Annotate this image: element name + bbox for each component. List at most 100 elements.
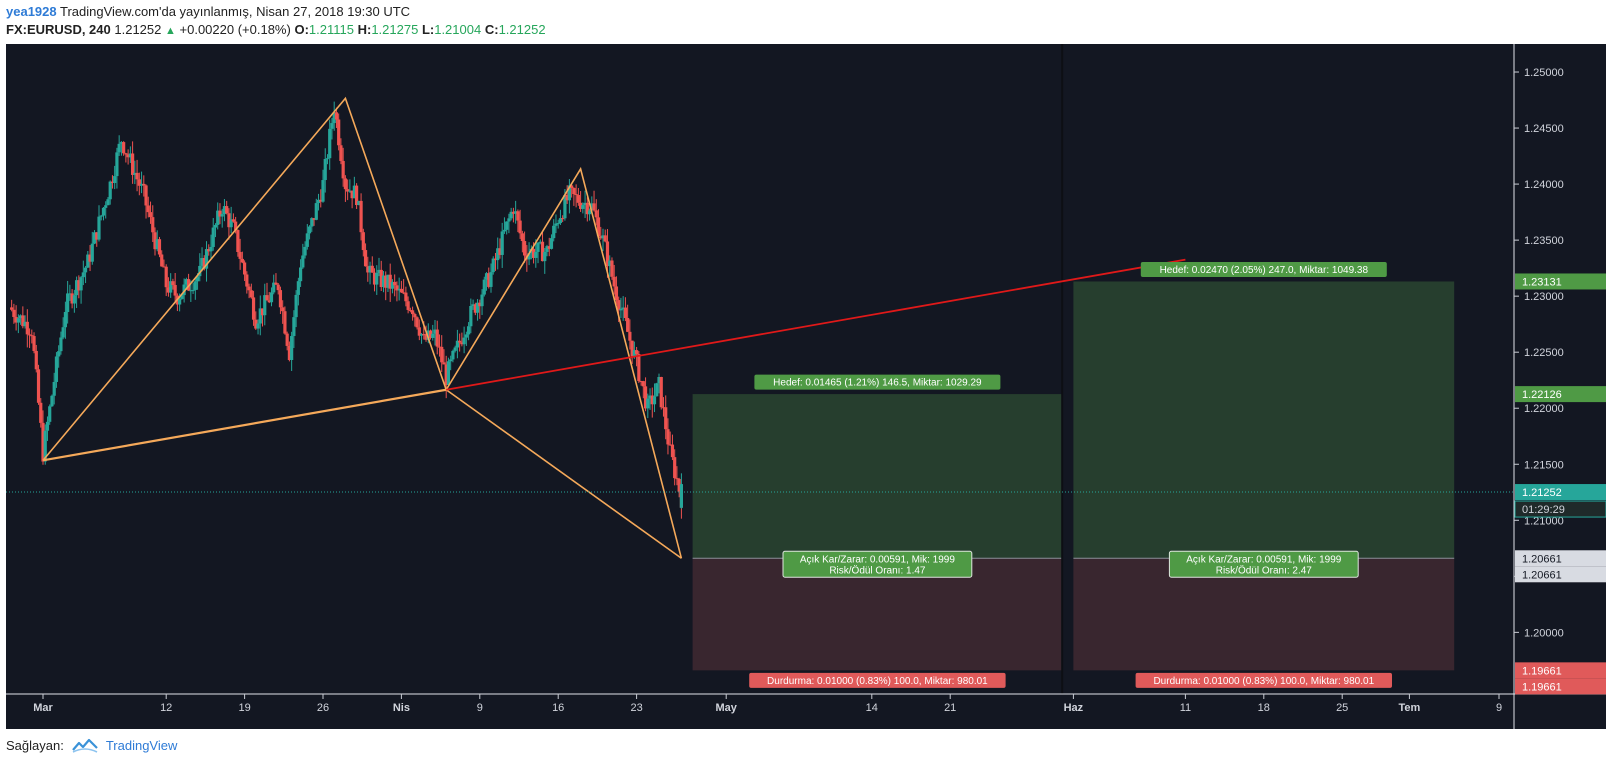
candle — [54, 356, 59, 382]
candle — [431, 333, 435, 338]
candle — [455, 340, 459, 348]
candle — [576, 195, 580, 203]
candle — [632, 350, 636, 357]
candle — [189, 290, 193, 292]
candle — [251, 297, 256, 320]
candle — [164, 266, 168, 288]
candle — [435, 329, 439, 347]
candle — [72, 295, 76, 304]
author-username[interactable]: yea1928 — [6, 4, 57, 19]
candle — [32, 336, 36, 351]
candle — [505, 221, 509, 230]
candle — [635, 350, 639, 355]
candle — [478, 302, 482, 307]
price-scale-label: 1.21252 — [1522, 487, 1562, 499]
candle — [142, 183, 146, 186]
tradingview-brand-link[interactable]: TradingView — [105, 737, 178, 753]
candle — [422, 334, 426, 336]
price-tick-label: 1.20000 — [1524, 627, 1564, 639]
candle — [498, 248, 502, 255]
candle — [263, 295, 267, 316]
time-tick-label: 19 — [238, 702, 250, 714]
candle — [603, 235, 607, 242]
candle — [276, 284, 280, 291]
candle — [556, 223, 560, 225]
candle — [272, 282, 276, 293]
candle — [153, 232, 157, 250]
candle — [278, 290, 283, 308]
time-tick-label: 26 — [317, 702, 329, 714]
candle — [408, 309, 412, 311]
candle — [36, 369, 41, 403]
price-tick-label: 1.23000 — [1524, 291, 1564, 303]
price-scale-badge — [1515, 550, 1606, 567]
candle — [464, 334, 468, 338]
candle — [467, 326, 471, 335]
symbol-name: FX:EURUSD, 240 — [6, 22, 111, 37]
candle — [652, 396, 657, 405]
candle — [527, 253, 531, 260]
time-tick-label: 14 — [866, 702, 878, 714]
candle — [375, 273, 379, 285]
price-chart[interactable]: Hedef: 0.01465 (1.21%) 146.5, Miktar: 10… — [6, 44, 1607, 729]
candle — [220, 214, 224, 217]
time-tick-label: Nis — [393, 702, 410, 714]
candle — [243, 262, 247, 275]
candle — [83, 267, 88, 273]
candle — [348, 190, 352, 192]
candle — [587, 210, 592, 215]
candle — [413, 314, 417, 318]
candle — [357, 200, 361, 206]
countdown-label: 01:29:29 — [1522, 504, 1565, 516]
target-label-1-box — [754, 374, 1001, 390]
candle — [579, 202, 583, 209]
candle — [25, 321, 29, 335]
candle — [480, 294, 484, 307]
candle — [612, 276, 616, 287]
candle — [14, 317, 18, 323]
candle — [283, 311, 287, 334]
candle — [489, 272, 493, 287]
candle — [48, 406, 52, 422]
candle — [296, 281, 300, 295]
candle — [301, 255, 305, 268]
candle — [27, 334, 32, 336]
candle — [547, 246, 551, 249]
candle — [460, 342, 464, 345]
pattern-leg-bd — [445, 389, 682, 559]
trend-line — [446, 258, 1186, 391]
candle — [592, 203, 596, 211]
candle — [673, 457, 677, 479]
candle — [404, 292, 408, 302]
candle — [626, 317, 630, 332]
candle — [104, 205, 108, 208]
candle — [473, 304, 477, 313]
price-scale-badge — [1515, 386, 1606, 403]
candle — [621, 307, 625, 309]
candle — [193, 281, 197, 290]
chart-frame[interactable]: Hedef: 0.01465 (1.21%) 146.5, Miktar: 10… — [6, 44, 1607, 729]
candle — [146, 205, 150, 213]
candle — [41, 422, 45, 462]
candle — [66, 293, 70, 312]
time-tick-label: 23 — [630, 702, 642, 714]
time-tick-label: 9 — [477, 702, 483, 714]
candle — [437, 346, 442, 348]
candle — [623, 307, 627, 318]
candle — [363, 250, 368, 267]
candle — [162, 266, 166, 268]
candle — [249, 290, 253, 298]
candle — [285, 333, 289, 346]
candle — [608, 260, 612, 267]
candle — [191, 289, 195, 291]
tradingview-logo-icon[interactable] — [71, 737, 98, 753]
candle — [115, 152, 119, 177]
candle — [160, 254, 164, 267]
candle — [361, 232, 365, 251]
candle — [493, 258, 498, 261]
candle — [310, 218, 314, 227]
candle — [303, 246, 307, 256]
candle — [204, 249, 209, 269]
candle — [664, 407, 668, 430]
candle — [231, 219, 235, 222]
